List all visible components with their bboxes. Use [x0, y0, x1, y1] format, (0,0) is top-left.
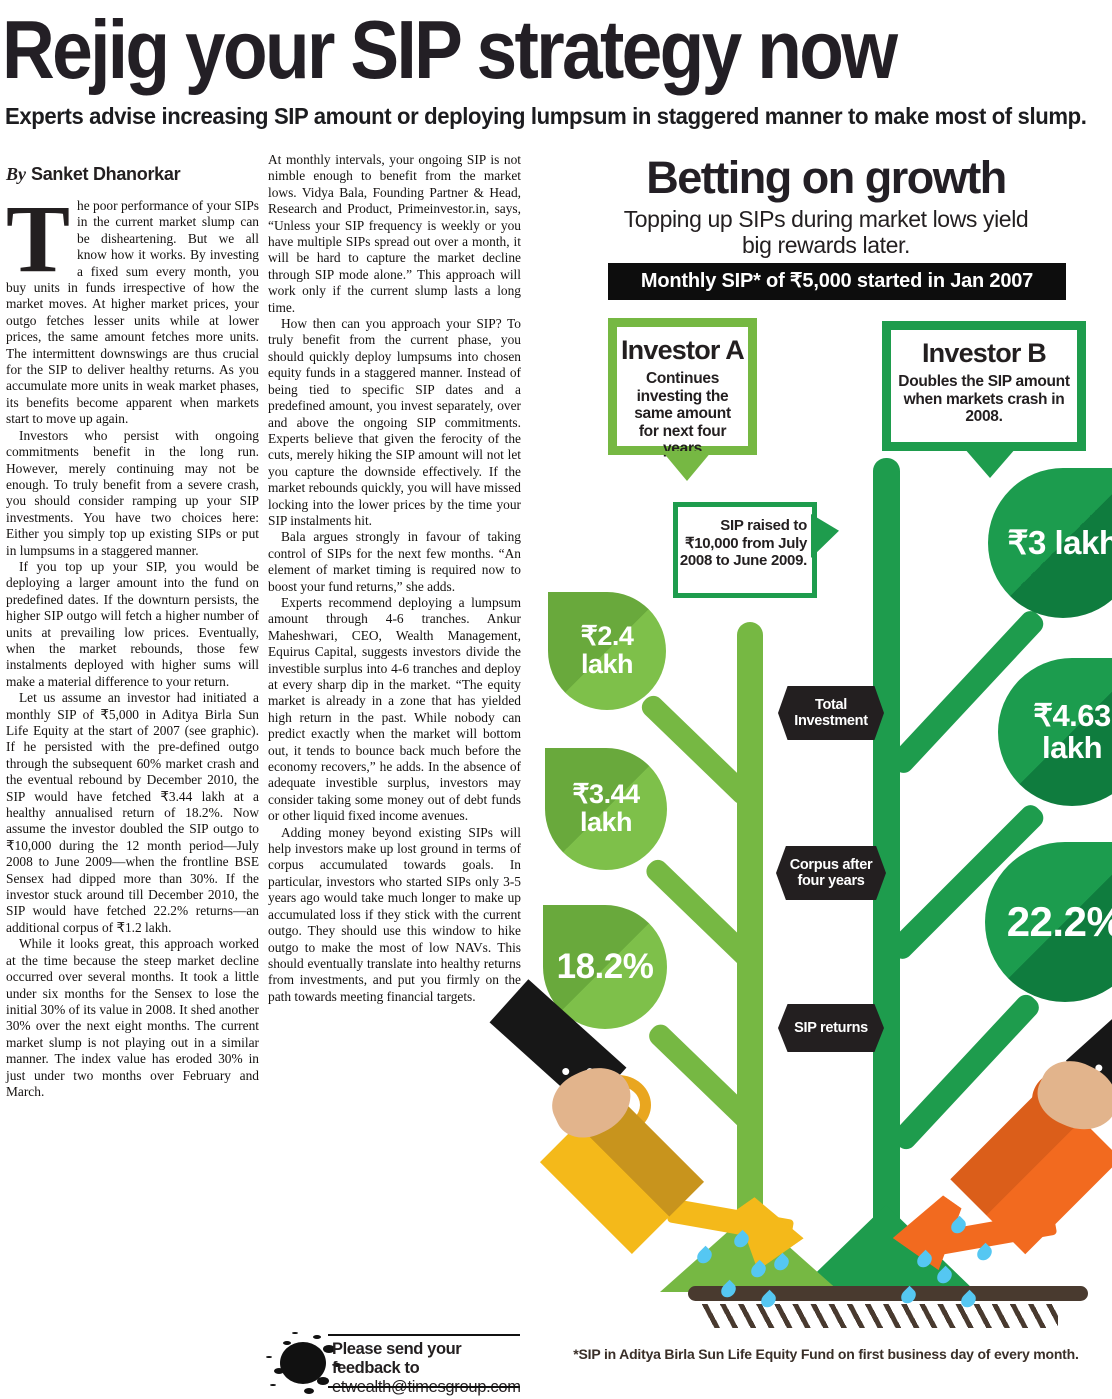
paragraph: Investors who persist with ongoing commi…: [6, 427, 259, 558]
leaf-b-returns: 22.2%: [985, 842, 1112, 1002]
infographic-subtitle: Topping up SIPs during market lows yield…: [623, 206, 1029, 258]
divider: [328, 1386, 520, 1388]
leaf-value: 22.2%: [1006, 897, 1112, 945]
tag-corpus: Corpus after four years: [776, 846, 886, 900]
leaf-value: ₹2.4 lakh: [580, 621, 634, 679]
paragraph: How then can you approach your SIP? To t…: [268, 316, 521, 528]
leaf-a-total-investment: ₹2.4 lakh: [548, 592, 666, 710]
leaf-a-corpus: ₹3.44 lakh: [545, 748, 667, 870]
stem-investor-a: [737, 622, 763, 1294]
paragraph: Adding money beyond existing SIPs will h…: [268, 824, 521, 1004]
byline: By Sanket Dhanorkar: [6, 164, 181, 185]
investor-a-box: Investor A Continues investing the same …: [608, 318, 757, 457]
subhead: Experts advise increasing SIP amount or …: [5, 103, 1087, 129]
investor-a-pointer: [662, 451, 712, 481]
callout-pointer: [811, 514, 839, 558]
divider: [328, 1334, 520, 1336]
paragraph: While it looks great, this approach work…: [6, 936, 259, 1099]
feedback-text: Please send your feedback to: [332, 1340, 462, 1377]
cuff-button: [560, 1066, 571, 1077]
ground-hatch: [702, 1304, 1058, 1328]
paragraph: Let us assume an investor had initiated …: [6, 690, 259, 935]
investor-b-box: Investor B Doubles the SIP amount when m…: [882, 321, 1086, 451]
investor-a-desc: Continues investing the same amount for …: [634, 370, 731, 457]
headline: Rejig your SIP strategy now: [2, 3, 898, 96]
callout-box: SIP raised to ₹10,000 from July 2008 to …: [673, 502, 817, 598]
ground-bar: [688, 1286, 1088, 1301]
leaf-a-returns: 18.2%: [543, 905, 667, 1029]
paragraph-text: he poor performance of your SIPs in the …: [6, 198, 259, 427]
paragraph: Experts recommend deploying a lumpsum am…: [268, 594, 521, 824]
sip-banner: Monthly SIP* of ₹5,000 started in Jan 20…: [608, 263, 1066, 300]
investor-b-pointer: [964, 448, 1016, 478]
leaf-value: ₹4.63 lakh: [1033, 698, 1111, 765]
tag-total-investment: Total Investment: [778, 686, 884, 740]
investor-a-title: Investor A: [620, 335, 745, 365]
paragraph: At monthly intervals, your ongoing SIP i…: [268, 152, 521, 315]
infographic-footnote: *SIP in Aditya Birla Sun Life Equity Fun…: [573, 1346, 1079, 1362]
article-column-2: At monthly intervals, your ongoing SIP i…: [268, 152, 521, 1005]
paragraph: Bala argues strongly in favour of taking…: [268, 529, 521, 594]
leaf-value: 18.2%: [556, 947, 654, 987]
leaf-value: ₹3.44 lakh: [572, 779, 640, 837]
leaf-b-total-investment: ₹3 lakh: [988, 468, 1112, 618]
investor-b-desc: Doubles the SIP amount when markets cras…: [898, 373, 1070, 425]
feedback-note: Please send your feedback to etwealth@ti…: [262, 1328, 521, 1396]
ink-splat-icon: [280, 1342, 326, 1384]
byline-prefix: By: [6, 164, 26, 184]
infographic-title: Betting on growth: [646, 152, 1007, 203]
infographic: Betting on growth Topping up SIPs during…: [489, 148, 1112, 1399]
leaf-value: ₹3 lakh: [1007, 524, 1112, 562]
tag-sip-returns: SIP returns: [778, 1004, 884, 1052]
paragraph: If you top up your SIP, you would be dep…: [6, 558, 259, 689]
investor-b-title: Investor B: [921, 338, 1047, 368]
leaf-b-corpus: ₹4.63 lakh: [998, 658, 1112, 806]
dropcap: T: [6, 185, 71, 292]
byline-author: Sanket Dhanorkar: [31, 164, 181, 184]
